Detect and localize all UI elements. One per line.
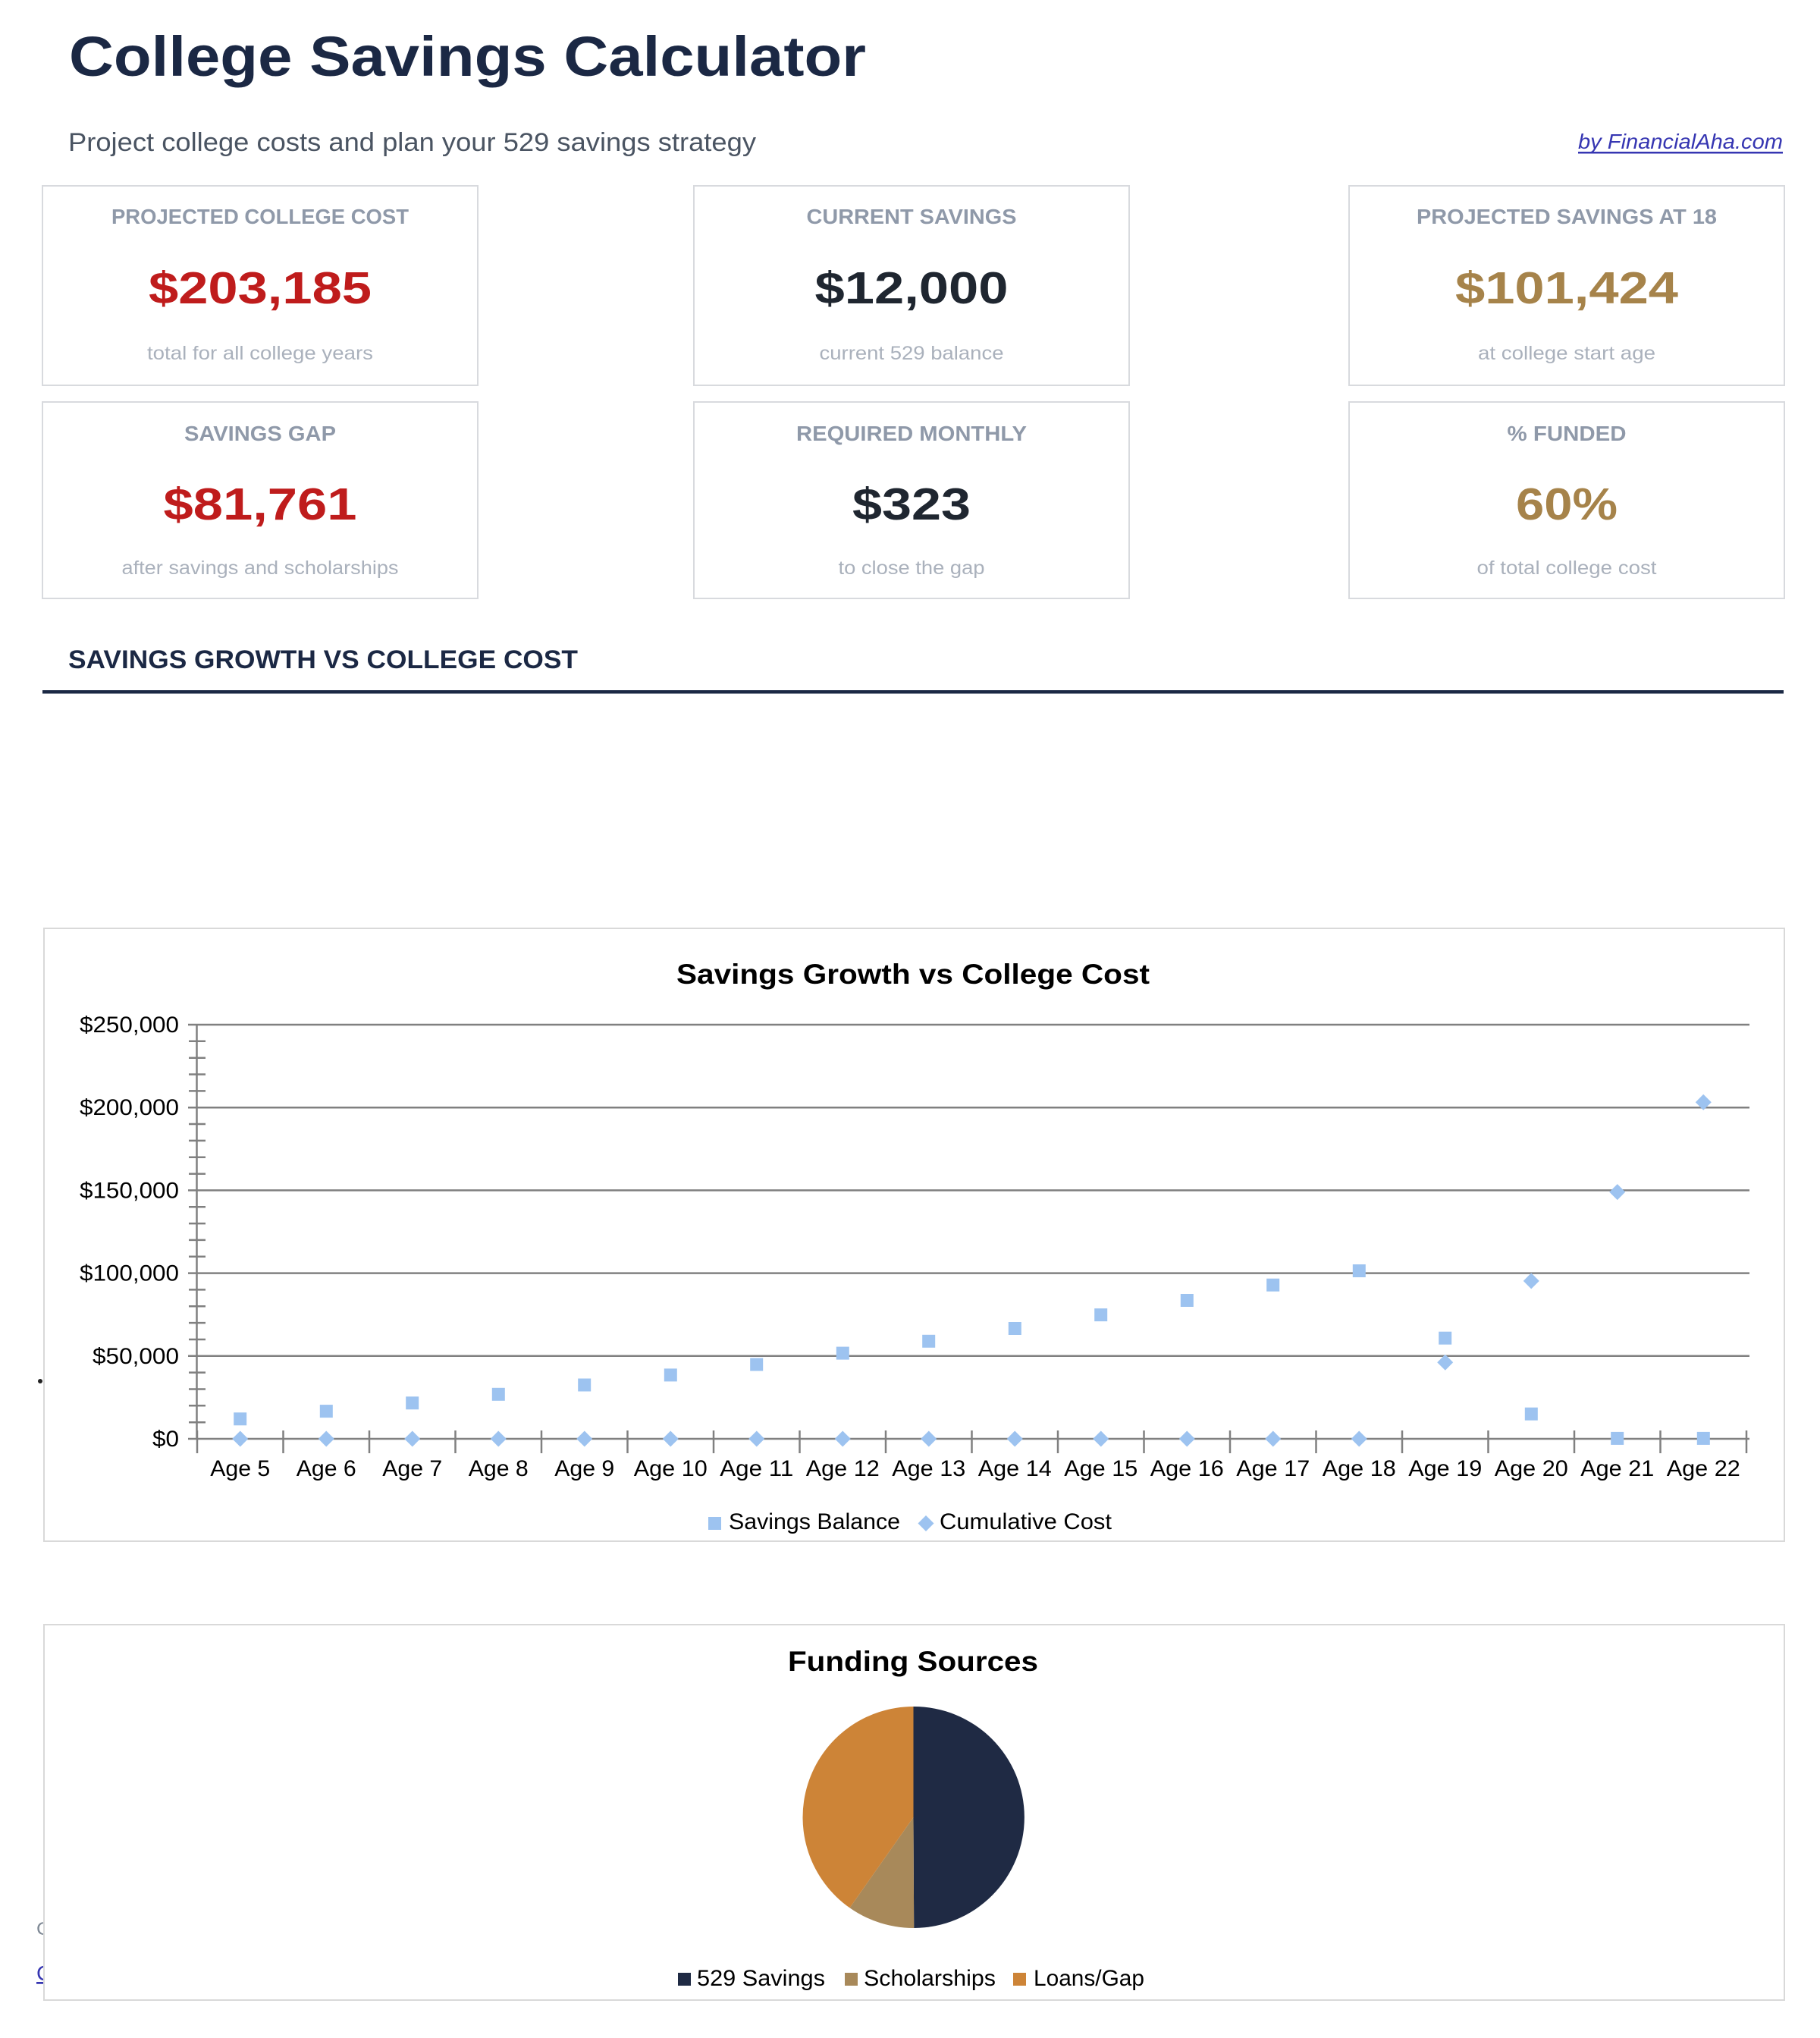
svg-text:of total college cost: of total college cost xyxy=(1477,557,1657,579)
svg-text:Age 15: Age 15 xyxy=(1064,1457,1138,1481)
svg-text:$100,000: $100,000 xyxy=(80,1262,179,1286)
svg-text:SAVINGS GROWTH VS COLLEGE COST: SAVINGS GROWTH VS COLLEGE COST xyxy=(68,645,578,674)
svg-text:Savings Growth vs College Cost: Savings Growth vs College Cost xyxy=(676,958,1150,990)
svg-text:529 Savings: 529 Savings xyxy=(697,1967,825,1991)
svg-text:Age 11: Age 11 xyxy=(720,1457,793,1481)
svg-text:PROJECTED SAVINGS AT 18: PROJECTED SAVINGS AT 18 xyxy=(1417,205,1717,228)
svg-text:CURRENT SAVINGS: CURRENT SAVINGS xyxy=(807,205,1017,228)
svg-text:$81,761: $81,761 xyxy=(164,479,357,529)
svg-text:Age 21: Age 21 xyxy=(1580,1457,1654,1481)
svg-text:Age 9: Age 9 xyxy=(554,1457,614,1481)
svg-text:Age 6: Age 6 xyxy=(297,1457,356,1481)
svg-text:Savings Balance: Savings Balance xyxy=(729,1510,900,1534)
svg-text:Age 7: Age 7 xyxy=(382,1457,442,1481)
svg-text:Age 18: Age 18 xyxy=(1323,1457,1396,1481)
svg-text:Age 8: Age 8 xyxy=(469,1457,529,1481)
svg-text:total for all college years: total for all college years xyxy=(147,343,373,364)
svg-text:$203,185: $203,185 xyxy=(149,262,372,313)
svg-text:PROJECTED COLLEGE COST: PROJECTED COLLEGE COST xyxy=(111,205,409,228)
svg-text:$323: $323 xyxy=(852,479,971,529)
svg-text:Age 22: Age 22 xyxy=(1667,1457,1740,1481)
svg-text:$101,424: $101,424 xyxy=(1455,262,1678,313)
svg-text:$250,000: $250,000 xyxy=(80,1013,179,1038)
svg-text:% FUNDED: % FUNDED xyxy=(1508,422,1627,445)
svg-text:Age 17: Age 17 xyxy=(1236,1457,1310,1481)
svg-text:current 529 balance: current 529 balance xyxy=(820,343,1004,364)
svg-text:by FinancialAha.com: by FinancialAha.com xyxy=(1578,130,1783,153)
svg-text:$150,000: $150,000 xyxy=(80,1179,179,1203)
svg-text:College Savings Calculator: College Savings Calculator xyxy=(69,25,866,88)
svg-text:Scholarships: Scholarships xyxy=(864,1967,996,1991)
svg-text:Age 20: Age 20 xyxy=(1495,1457,1568,1481)
svg-text:SAVINGS GAP: SAVINGS GAP xyxy=(184,422,336,445)
svg-text:Age 10: Age 10 xyxy=(634,1457,708,1481)
svg-text:to close the gap: to close the gap xyxy=(839,557,985,579)
svg-text:Age 12: Age 12 xyxy=(806,1457,880,1481)
svg-text:Loans/Gap: Loans/Gap xyxy=(1034,1967,1144,1991)
svg-text:Age 19: Age 19 xyxy=(1408,1457,1482,1481)
svg-text:Funding Sources: Funding Sources xyxy=(788,1645,1038,1677)
svg-text:Age 16: Age 16 xyxy=(1150,1457,1224,1481)
svg-text:at college start age: at college start age xyxy=(1478,343,1655,364)
svg-text:$50,000: $50,000 xyxy=(93,1345,179,1369)
svg-text:Age 5: Age 5 xyxy=(210,1457,270,1481)
svg-text:Cumulative Cost: Cumulative Cost xyxy=(940,1510,1112,1534)
svg-text:Project college costs and plan: Project college costs and plan your 529 … xyxy=(68,128,756,157)
svg-text:$0: $0 xyxy=(152,1427,179,1452)
svg-text:Age 13: Age 13 xyxy=(892,1457,965,1481)
svg-text:$200,000: $200,000 xyxy=(80,1096,179,1120)
svg-text:after savings and scholarships: after savings and scholarships xyxy=(122,557,399,579)
svg-text:60%: 60% xyxy=(1516,479,1618,529)
svg-text:$12,000: $12,000 xyxy=(815,262,1009,313)
svg-text:REQUIRED MONTHLY: REQUIRED MONTHLY xyxy=(796,422,1027,445)
svg-text:Age 14: Age 14 xyxy=(978,1457,1052,1481)
